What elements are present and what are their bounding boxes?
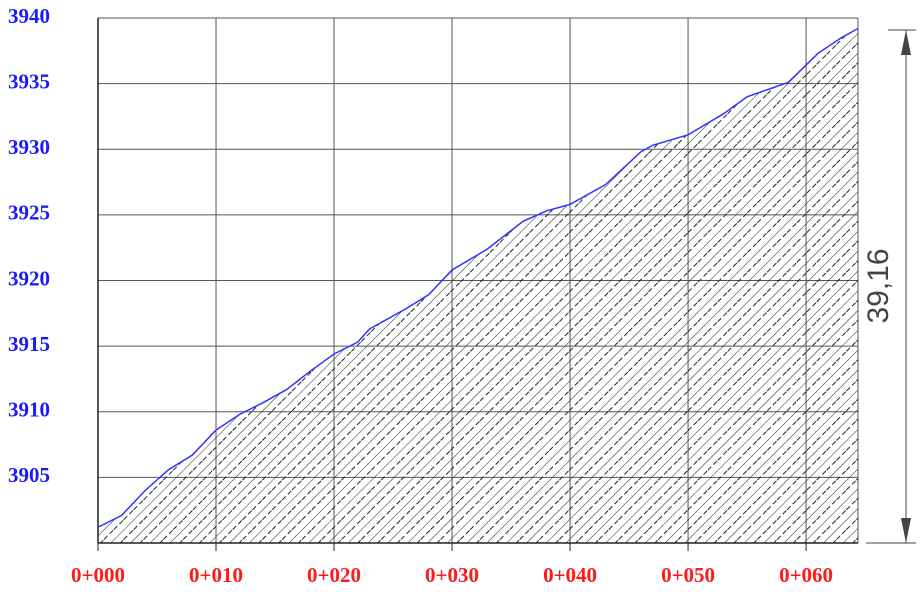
dimension-arrow (901, 30, 911, 55)
y-tick-label: 3935 (8, 69, 50, 93)
x-tick-label: 0+010 (189, 563, 243, 587)
y-tick-label: 3910 (8, 398, 50, 422)
x-tick-label: 0+020 (307, 563, 361, 587)
y-tick-label: 3920 (8, 266, 50, 290)
area-fill (98, 28, 858, 543)
y-tick-label: 3940 (8, 4, 50, 28)
terrain-line (97, 27, 859, 528)
y-tick-label: 3915 (8, 332, 50, 356)
x-tick-label: 0+050 (661, 563, 715, 587)
x-tick-label: 0+040 (543, 563, 597, 587)
dimension-arrow (901, 518, 911, 543)
y-tick-label: 3905 (8, 463, 50, 487)
dimension-label: 39,16 (862, 248, 895, 323)
x-tick-label: 0+030 (425, 563, 479, 587)
y-tick-label: 3930 (8, 135, 50, 159)
x-tick-label: 0+000 (71, 563, 125, 587)
y-tick-label: 3925 (8, 201, 50, 225)
x-tick-label: 0+060 (779, 563, 833, 587)
